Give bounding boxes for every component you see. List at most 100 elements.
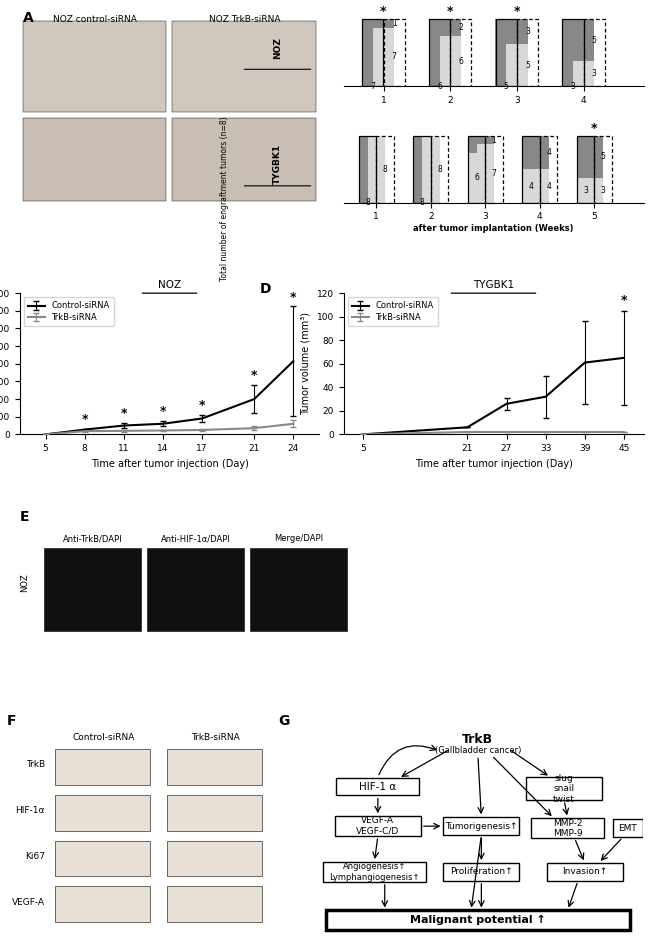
Text: Anti-TrkB/DAPI: Anti-TrkB/DAPI [63,535,123,543]
Bar [439,36,461,86]
Text: TrkB: TrkB [462,734,493,746]
Text: VEGF-A
VEGF-C/D: VEGF-A VEGF-C/D [356,816,400,836]
Text: VEGF-A: VEGF-A [12,898,45,907]
Text: 4: 4 [528,181,534,191]
Text: Invasion↑: Invasion↑ [562,867,608,877]
Bar [486,136,502,203]
Bar [168,749,262,785]
Bar [523,136,540,203]
Bar [547,863,623,881]
Bar [148,548,244,630]
Bar [359,136,376,203]
Text: 4: 4 [546,148,551,157]
Bar [594,136,612,203]
Text: 7: 7 [370,82,375,91]
X-axis label: after tumor implantation (Weeks): after tumor implantation (Weeks) [413,225,574,233]
Bar [562,20,584,86]
Bar [55,795,150,830]
Bar [55,749,150,785]
Legend: Control-siRNA, TrkB-siRNA: Control-siRNA, TrkB-siRNA [23,298,114,326]
Bar [168,841,262,876]
Bar [373,20,394,27]
Bar [573,20,594,62]
Bar [373,27,394,86]
Bar [429,20,450,86]
Text: TYGBK1: TYGBK1 [473,281,514,290]
Text: 5: 5 [525,61,530,70]
Bar [44,548,141,630]
Text: 6: 6 [474,173,479,182]
Bar [443,817,519,835]
Bar [55,886,150,922]
Text: *: * [621,294,627,307]
Text: Ki67: Ki67 [25,852,45,861]
Text: 3: 3 [525,27,530,36]
Text: F: F [6,715,16,728]
Text: EMT: EMT [619,824,638,832]
Text: Merge/DAPI: Merge/DAPI [274,535,323,543]
Text: TrkB-siRNA: TrkB-siRNA [192,733,240,741]
Text: TYGBK1: TYGBK1 [273,144,282,185]
Bar [506,20,528,45]
Bar [586,177,603,203]
Bar [23,118,166,201]
Text: Malignant potential ↑: Malignant potential ↑ [410,915,546,925]
Bar [506,45,528,86]
Bar [526,777,602,800]
Bar [367,136,385,203]
Bar [422,136,439,203]
Bar [468,136,486,153]
Bar [359,136,376,203]
Text: 7: 7 [491,169,497,178]
Bar [584,20,605,86]
Bar [367,136,385,203]
Bar [362,20,383,86]
Text: 4: 4 [546,181,551,191]
Bar [168,795,262,830]
Text: D: D [259,282,271,296]
Bar [573,62,594,86]
Bar [55,841,150,876]
Bar [376,136,394,203]
Text: TrkB: TrkB [26,760,45,770]
Bar [577,136,594,177]
Bar [413,136,431,203]
Text: 3: 3 [592,69,597,78]
Bar [562,20,584,86]
Text: *: * [290,291,296,303]
Bar [476,144,494,203]
Text: G: G [278,715,289,728]
Text: *: * [514,6,520,18]
Bar [614,819,643,837]
Text: 8: 8 [437,165,442,173]
Bar [468,153,486,203]
Text: E: E [20,510,29,523]
Text: 1: 1 [491,136,497,145]
Text: A: A [23,11,33,26]
Bar [250,548,347,630]
Bar [531,170,549,203]
Bar [335,816,421,836]
Bar [532,818,604,838]
Text: NOZ TrkB-siRNA: NOZ TrkB-siRNA [209,15,280,25]
Text: 1: 1 [392,19,396,28]
Bar [326,910,630,930]
Text: 5: 5 [592,36,597,45]
Text: Proliferation↑: Proliferation↑ [450,867,513,877]
Bar [431,136,448,203]
Text: 8: 8 [383,165,387,173]
Bar [523,136,540,170]
Bar [586,177,603,203]
Text: HIF-1 α: HIF-1 α [359,781,396,792]
Bar [337,777,419,795]
X-axis label: Time after tumor injection (Day): Time after tumor injection (Day) [415,459,573,468]
Text: B: B [259,0,270,2]
Bar [586,136,603,177]
Y-axis label: Tumor volume (mm³): Tumor volume (mm³) [301,312,311,415]
Bar [540,136,557,203]
Text: 8: 8 [365,198,370,208]
Bar [362,20,383,86]
Text: *: * [81,413,88,426]
Text: Total number of engraftment tumors (n=8): Total number of engraftment tumors (n=8) [220,117,229,282]
Bar [172,21,317,112]
